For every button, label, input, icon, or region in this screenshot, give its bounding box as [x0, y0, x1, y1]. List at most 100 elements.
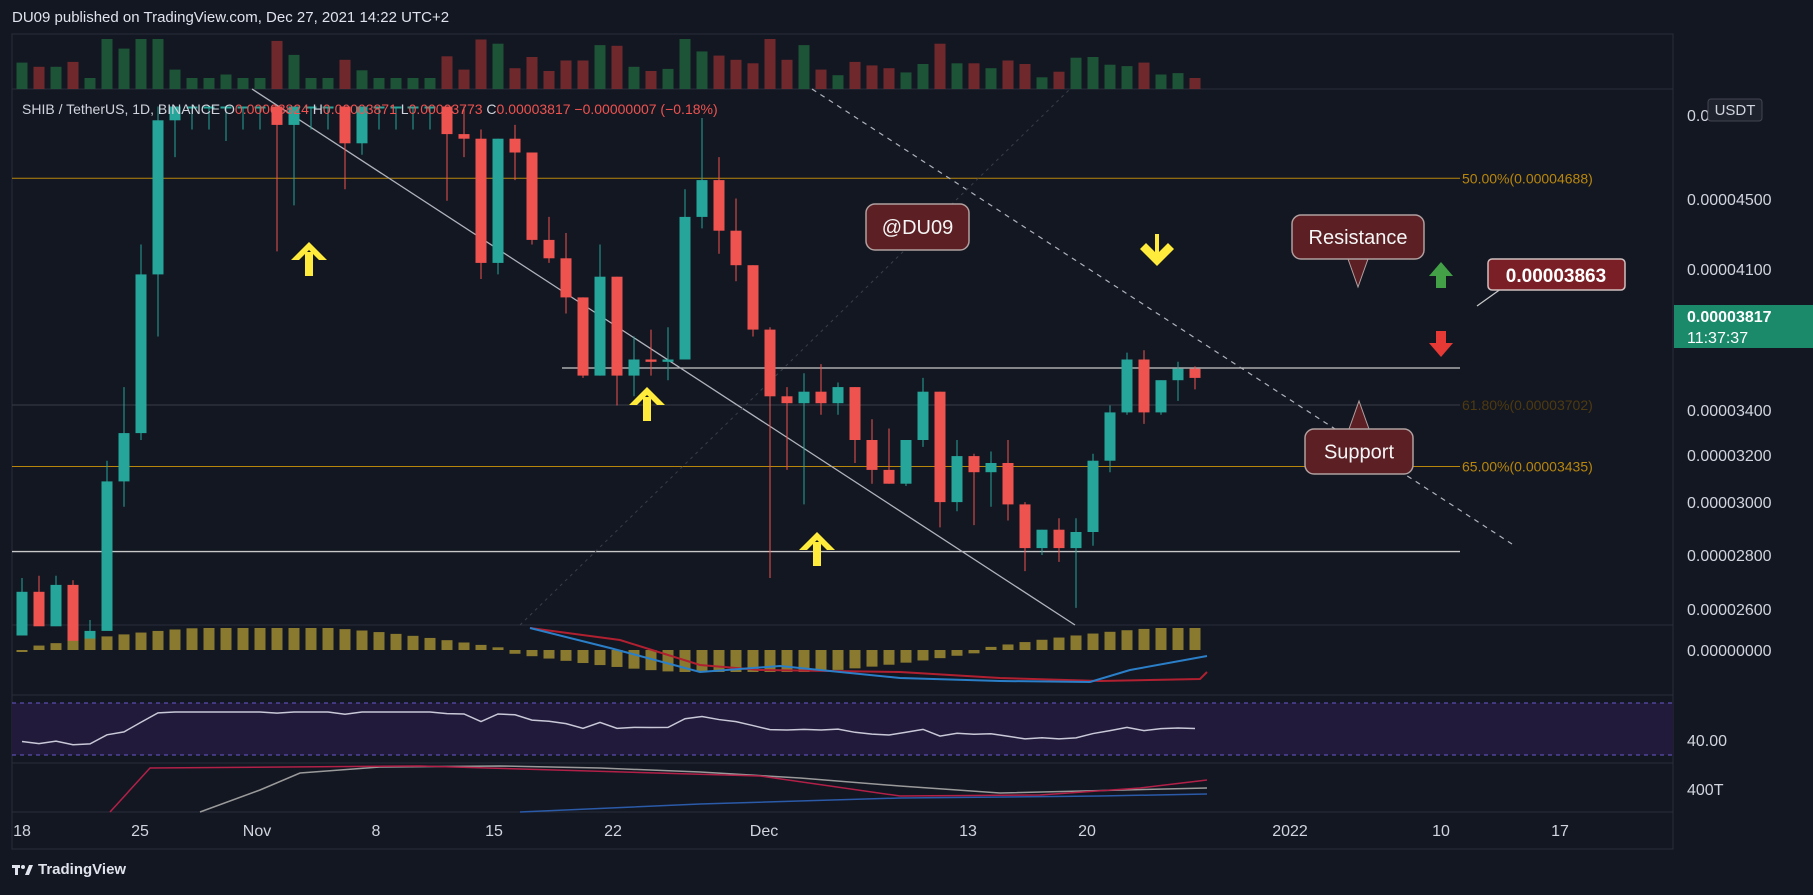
- candle-body: [424, 106, 436, 109]
- volume-bar: [390, 78, 402, 89]
- macd-histogram-bar: [577, 650, 589, 664]
- candle-body: [696, 180, 708, 217]
- volume-bar: [577, 60, 589, 89]
- macd-histogram-bar: [747, 650, 759, 672]
- macd-histogram-bar: [866, 650, 878, 667]
- macd-histogram-bar: [985, 646, 997, 650]
- macd-histogram-bar: [1189, 628, 1201, 650]
- candle-body: [305, 106, 317, 109]
- price-axis-label: 0.00002800: [1687, 548, 1772, 565]
- volume-bar: [1002, 60, 1014, 89]
- macd-histogram-bar: [645, 650, 657, 671]
- macd-histogram-bar: [526, 650, 538, 657]
- volume-bar: [1019, 64, 1031, 89]
- volume-bar: [1087, 57, 1099, 89]
- macd-histogram-bar: [764, 650, 776, 672]
- volume-bar: [186, 78, 198, 89]
- price-tag-box: [1487, 258, 1626, 291]
- price-tag-label: 0.00003863: [1506, 266, 1606, 287]
- candle-body: [679, 216, 691, 360]
- macd-histogram-bar: [594, 650, 606, 666]
- candle-body: [1087, 460, 1099, 532]
- volume-bar: [407, 78, 419, 89]
- macd-histogram-bar: [305, 628, 317, 650]
- volume-bar: [101, 39, 113, 89]
- volume-bar: [747, 63, 759, 89]
- time-axis-label: 8: [372, 823, 381, 840]
- candle-body: [101, 481, 113, 631]
- candle-body: [900, 440, 912, 484]
- volume-bar: [16, 62, 28, 89]
- candle-body: [152, 120, 164, 275]
- macd-histogram-bar: [33, 645, 45, 650]
- macd-histogram-bar: [900, 650, 912, 663]
- volume-bar: [458, 69, 470, 89]
- price-axis-label: 0.00004500: [1687, 192, 1772, 209]
- volume-bar: [50, 66, 62, 89]
- macd-histogram-bar: [16, 650, 28, 652]
- macd-histogram-bar: [50, 643, 62, 650]
- macd-histogram-bar: [1087, 633, 1099, 650]
- indicator-axis-label: 400T: [1687, 782, 1724, 799]
- macd-histogram-bar: [441, 640, 453, 650]
- candle-body: [577, 297, 589, 376]
- candle-body: [441, 106, 453, 135]
- volume-bar: [1053, 71, 1065, 89]
- macd-histogram-bar: [713, 650, 725, 672]
- volume-bar: [67, 61, 79, 89]
- macd-histogram-bar: [203, 628, 215, 650]
- macd-histogram-bar: [628, 650, 640, 669]
- macd-histogram-bar: [84, 638, 96, 650]
- candle-body: [1104, 412, 1116, 461]
- fib-level-label: 61.80%(0.00003702): [1462, 397, 1593, 413]
- fib-diagonal-line: [519, 88, 1071, 626]
- countdown-label: 11:37:37: [1687, 330, 1748, 347]
- volume-bar: [764, 39, 776, 89]
- macd-histogram-bar: [322, 628, 334, 650]
- fib-level-label: 50.00%(0.00004688): [1462, 170, 1593, 186]
- macd-histogram-bar: [475, 644, 487, 650]
- time-axis-label: 25: [131, 823, 149, 840]
- volume-bar: [373, 78, 385, 89]
- macd-histogram-bar: [237, 628, 249, 650]
- up-arrow-green-icon: [1429, 262, 1453, 288]
- macd-histogram-bar: [1172, 628, 1184, 650]
- candle-body: [135, 274, 147, 434]
- fib-level-label: 65.00%(0.00003435): [1462, 458, 1593, 474]
- volume-bar: [203, 78, 215, 89]
- volume-bar: [305, 78, 317, 89]
- candle-body: [713, 180, 725, 231]
- candle-body: [509, 138, 521, 153]
- candle-body: [237, 106, 249, 109]
- time-axis-label: 10: [1432, 823, 1450, 840]
- volume-bar: [730, 59, 742, 89]
- price-axis-label: 0.00003000: [1687, 495, 1772, 512]
- macd-histogram-bar: [169, 629, 181, 650]
- tradingview-brand[interactable]: TradingView: [12, 861, 126, 878]
- volume-bar: [169, 69, 181, 89]
- volume-bar: [1036, 77, 1048, 89]
- candle-body: [917, 391, 929, 440]
- macd-histogram-bar: [407, 635, 419, 650]
- candle-body: [390, 106, 402, 109]
- candle-body: [1070, 532, 1082, 549]
- volume-bar: [543, 71, 555, 89]
- macd-histogram-bar: [424, 637, 436, 650]
- volume-bar: [356, 70, 368, 89]
- resistance-callout-label: Resistance: [1309, 227, 1408, 249]
- candle-body: [985, 463, 997, 473]
- price-axis-label: 0.00004100: [1687, 262, 1772, 279]
- volume-bar: [696, 51, 708, 89]
- candle-body: [67, 584, 79, 645]
- macd-histogram-bar: [1070, 635, 1082, 650]
- time-axis-label: 17: [1551, 823, 1569, 840]
- macd-histogram-bar: [849, 650, 861, 669]
- volume-bar: [1138, 62, 1150, 89]
- descending-trendline: [251, 88, 1076, 626]
- macd-histogram-bar: [934, 650, 946, 659]
- volume-bar: [849, 61, 861, 89]
- candle-body: [271, 106, 283, 125]
- candle-body: [628, 359, 640, 376]
- time-axis-label: Nov: [243, 823, 271, 840]
